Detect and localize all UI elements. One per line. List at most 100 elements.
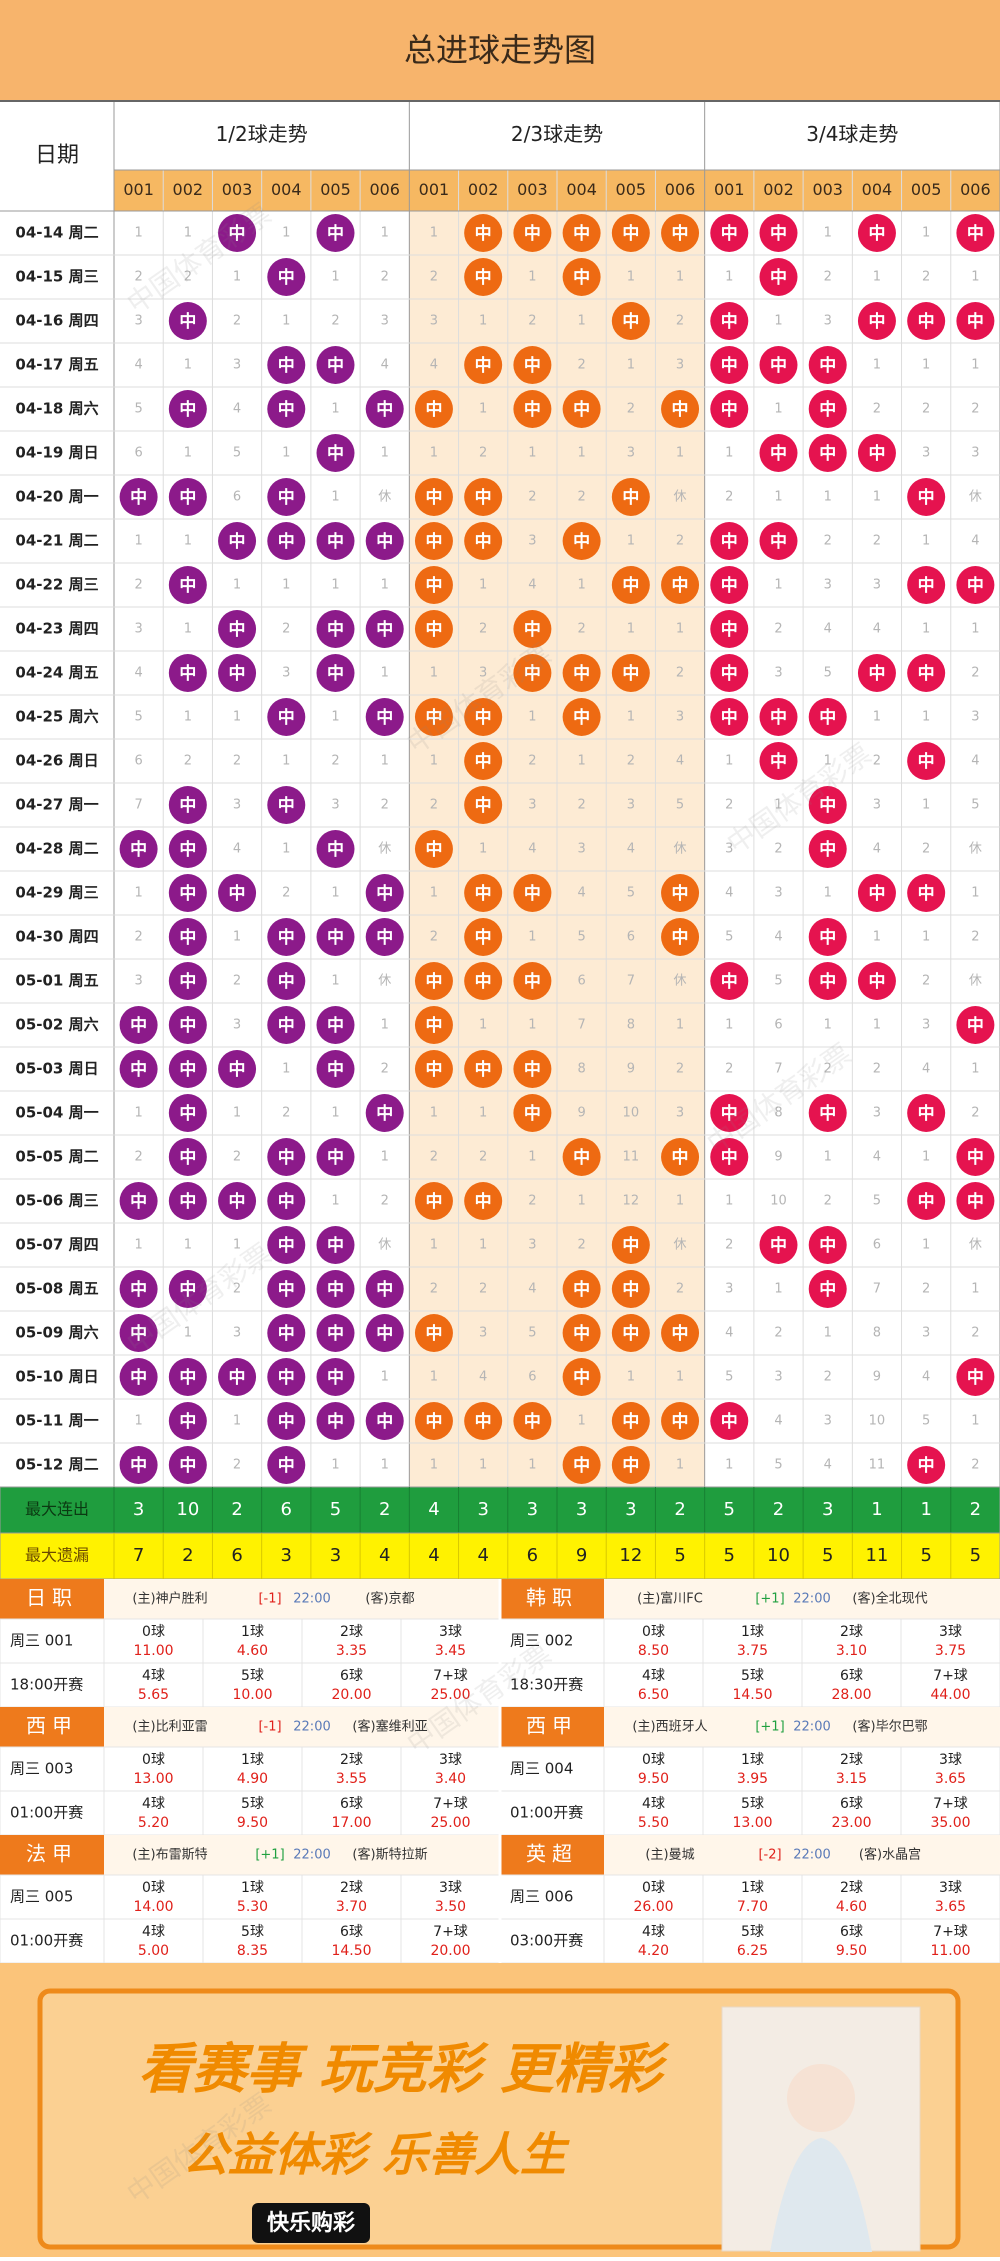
odds-label: 1球 (241, 1624, 264, 1640)
hit-label: 中 (327, 1147, 344, 1168)
miss-count: 1 (577, 1194, 585, 1209)
odds-label: 3球 (939, 1752, 962, 1768)
miss-count: 1 (331, 1458, 339, 1473)
stat-value: 3 (477, 1499, 488, 1520)
miss-count: 2 (873, 1062, 881, 1077)
match-info: 18:00开赛 (10, 1676, 83, 1694)
hit-marker (267, 1270, 306, 1308)
hit-marker (710, 1094, 749, 1132)
hit-marker (710, 346, 749, 384)
hit-marker (907, 1182, 946, 1220)
handicap: [-2] (758, 1848, 781, 1863)
hit-label: 中 (376, 707, 393, 728)
match-time: 22:00 (793, 1592, 830, 1607)
brand: 快乐购彩 (267, 2210, 355, 2236)
miss-count: 4 (922, 1370, 930, 1385)
hit-marker (365, 1094, 404, 1132)
hit-marker (414, 962, 453, 1000)
match-info: 01:00开赛 (10, 1804, 83, 1822)
hit-marker (513, 1402, 552, 1440)
miss-count: 2 (184, 270, 192, 285)
hit-marker (759, 346, 798, 384)
hit-marker (414, 698, 453, 736)
hit-marker (907, 478, 946, 516)
row-date: 04-24 周五 (15, 664, 98, 682)
odds-value: 28.00 (831, 1687, 871, 1703)
hit-label: 中 (672, 1147, 689, 1168)
odds-label: 1球 (741, 1624, 764, 1640)
miss-count: 2 (233, 314, 241, 329)
odds-row-bg (0, 1790, 501, 1836)
miss-count: 1 (184, 1326, 192, 1341)
hit-marker (808, 962, 847, 1000)
hit-marker (562, 1138, 601, 1176)
league-badge (0, 1835, 104, 1875)
miss-count: 3 (430, 314, 438, 329)
hit-marker (562, 698, 601, 736)
odds-label: 7+球 (933, 1668, 968, 1684)
miss-count: 3 (134, 622, 142, 637)
hit-marker (808, 918, 847, 956)
miss-count: 1 (381, 1018, 389, 1033)
hit-label: 中 (179, 311, 196, 332)
miss-count: 1 (676, 1370, 684, 1385)
hit-label: 中 (770, 1235, 787, 1256)
miss-count: 1 (528, 446, 536, 461)
hit-marker (316, 346, 355, 384)
miss-count: 1 (233, 710, 241, 725)
hit-marker (267, 918, 306, 956)
row-date: 05-08 周五 (15, 1280, 98, 1298)
miss-count: 1 (676, 1458, 684, 1473)
miss-count: 1 (331, 402, 339, 417)
hit-marker (267, 346, 306, 384)
hit-marker (907, 742, 946, 780)
miss-count: 2 (282, 1106, 290, 1121)
hit-marker (218, 522, 257, 560)
code-label: 006 (960, 180, 991, 199)
odds-label: 4球 (642, 1924, 665, 1940)
hit-label: 中 (179, 1367, 196, 1388)
miss-count: 休 (674, 1238, 687, 1253)
hit-marker (267, 478, 306, 516)
miss-count: 3 (725, 1282, 733, 1297)
brand-badge (252, 2203, 370, 2243)
miss-count: 7 (627, 974, 635, 989)
miss-count: 7 (774, 1062, 782, 1077)
hit-label: 中 (327, 1059, 344, 1080)
hit-label: 中 (229, 883, 246, 904)
hit-label: 中 (130, 1455, 147, 1476)
odds-label: 0球 (142, 1624, 165, 1640)
league-badge (0, 1579, 104, 1619)
hit-marker (119, 1446, 158, 1484)
miss-count: 3 (479, 1326, 487, 1341)
hit-marker (267, 962, 306, 1000)
hit-marker (907, 566, 946, 604)
row-date: 04-23 周四 (15, 620, 98, 638)
group-header: 1/2球走势 (216, 122, 308, 146)
hit-label: 中 (179, 1059, 196, 1080)
miss-count: 12 (623, 1194, 640, 1209)
odds-label: 4球 (142, 1796, 165, 1812)
miss-count: 4 (873, 842, 881, 857)
hit-label: 中 (524, 883, 541, 904)
row-date: 04-16 周四 (15, 312, 98, 330)
hit-marker (956, 1006, 995, 1044)
hit-label: 中 (721, 971, 738, 992)
hit-marker (808, 346, 847, 384)
miss-count: 2 (676, 314, 684, 329)
miss-count: 3 (233, 798, 241, 813)
miss-count: 2 (676, 534, 684, 549)
hit-label: 中 (278, 1191, 295, 1212)
hit-label: 中 (672, 1411, 689, 1432)
miss-count: 1 (184, 710, 192, 725)
date-header: 日期 (35, 143, 79, 168)
miss-count: 1 (627, 270, 635, 285)
odds-value: 35.00 (930, 1815, 970, 1831)
hit-label: 中 (868, 223, 885, 244)
hit-marker (464, 1402, 503, 1440)
hit-marker (316, 610, 355, 648)
miss-count: 3 (134, 974, 142, 989)
code-label: 001 (714, 180, 745, 199)
miss-count: 3 (381, 314, 389, 329)
miss-count: 2 (824, 1194, 832, 1209)
